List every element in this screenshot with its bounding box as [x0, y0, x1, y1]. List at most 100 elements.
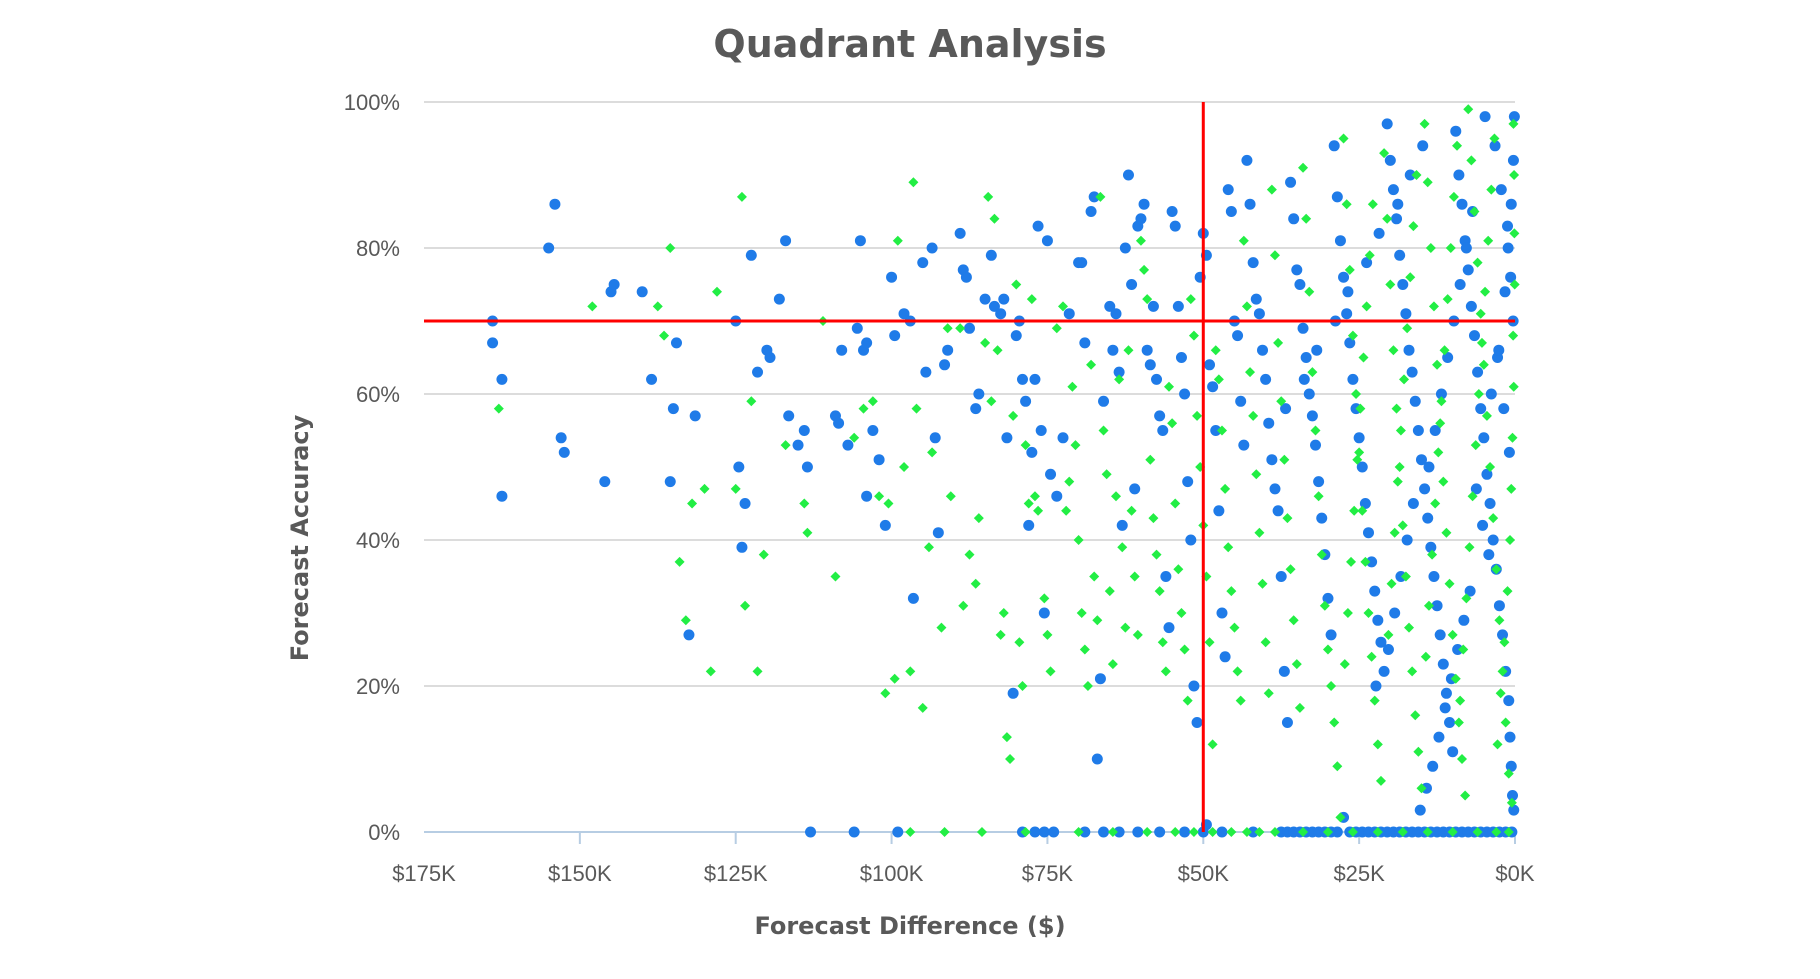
y-axis-title: Forecast Accuracy [286, 414, 314, 662]
scatter-point [1422, 177, 1433, 188]
scatter-point [1485, 462, 1496, 472]
scatter-point [1192, 410, 1203, 421]
scatter-point [783, 410, 795, 422]
scatter-point [1005, 754, 1016, 764]
scatter-point [1157, 637, 1168, 648]
scatter-point [1219, 651, 1231, 663]
scatter-point [1310, 425, 1321, 436]
scatter-point [752, 366, 764, 378]
scatter-point [1481, 410, 1492, 421]
scatter-point [1505, 535, 1516, 545]
scatter-point [958, 600, 969, 611]
scatter-point [1063, 308, 1075, 320]
scatter-point [1367, 199, 1378, 210]
scatter-point [1351, 389, 1362, 399]
scatter-point [636, 286, 648, 298]
scatter-point [1086, 359, 1097, 370]
scatter-point [942, 323, 953, 334]
scatter-point [1166, 206, 1178, 217]
scatter-point [954, 227, 966, 239]
scatter-point [1023, 519, 1035, 531]
scatter-point [1082, 681, 1093, 691]
scatter-point [1488, 513, 1499, 524]
scatter-point [1341, 199, 1352, 210]
scatter-point [1401, 534, 1413, 546]
scatter-point [752, 666, 763, 677]
scatter-point [1331, 826, 1343, 838]
scatter-point [1456, 198, 1468, 210]
scatter-point [1306, 410, 1318, 422]
scatter-point [1145, 454, 1156, 465]
scatter-point [1397, 520, 1408, 531]
scatter-point [1076, 608, 1087, 618]
scatter-point [1325, 629, 1337, 641]
scatter-point [964, 549, 975, 560]
scatter-point [1300, 352, 1312, 363]
scatter-point [1172, 300, 1184, 312]
scatter-point [1406, 366, 1418, 378]
scatter-point [652, 301, 663, 312]
scatter-point [1132, 629, 1143, 640]
scatter-point [1073, 535, 1084, 545]
x-tick-label: $125K [704, 861, 768, 886]
scatter-point [926, 242, 938, 254]
scatter-point [1123, 345, 1134, 356]
scatter-point [1502, 220, 1514, 232]
scatter-point [1113, 366, 1125, 378]
scatter-point [1269, 827, 1280, 837]
scatter-point [664, 476, 676, 488]
scatter-point [1111, 491, 1122, 502]
scatter-point [1294, 279, 1306, 290]
scatter-point [1375, 636, 1387, 648]
scatter-point [1491, 564, 1502, 575]
scatter-point [1058, 301, 1069, 312]
scatter-point [1204, 637, 1215, 648]
scatter-point [879, 519, 891, 531]
scatter-point [989, 213, 1000, 224]
scatter-point [1260, 373, 1272, 385]
scatter-point [1226, 586, 1237, 597]
scatter-point [792, 439, 804, 451]
scatter-point [917, 702, 928, 713]
scatter-point [1016, 373, 1028, 385]
scatter-point [1433, 731, 1445, 743]
scatter-point [1247, 257, 1259, 269]
scatter-point [1167, 418, 1178, 429]
scatter-point [1020, 440, 1031, 451]
scatter-point [1356, 461, 1368, 473]
scatter-point [892, 826, 904, 838]
scatter-point [1412, 425, 1424, 436]
scatter-point [939, 359, 951, 371]
scatter-point [1432, 359, 1443, 370]
scatter-point [1427, 549, 1438, 560]
scatter-point [927, 447, 938, 458]
scatter-point [1175, 352, 1187, 363]
scatter-point [1310, 439, 1322, 451]
scatter-point [1431, 600, 1443, 612]
scatter-point [1126, 279, 1138, 290]
scatter-point [1263, 688, 1274, 699]
scatter-point [1422, 827, 1433, 837]
scatter-point [1104, 586, 1115, 597]
scatter-point [736, 191, 747, 202]
scatter-point [740, 600, 751, 611]
scatter-point [1041, 235, 1053, 247]
scatter-point [1427, 760, 1439, 772]
scatter-point [1092, 615, 1103, 626]
scatter-point [1445, 243, 1456, 253]
scatter-point [1010, 330, 1022, 342]
scatter-point [1098, 826, 1110, 838]
scatter-point [1213, 374, 1224, 385]
scatter-point [1207, 827, 1218, 837]
scatter-point [674, 556, 685, 567]
scatter-point [880, 688, 891, 699]
scatter-point [1415, 454, 1427, 466]
scatter-point [1163, 622, 1175, 634]
scatter-point [1413, 746, 1424, 757]
scatter-point [1493, 600, 1505, 612]
scatter-point [1067, 381, 1078, 392]
scatter-point [1151, 549, 1162, 560]
scatter-point [758, 549, 769, 560]
scatter-point [1085, 206, 1097, 217]
scatter-point [1489, 133, 1500, 144]
